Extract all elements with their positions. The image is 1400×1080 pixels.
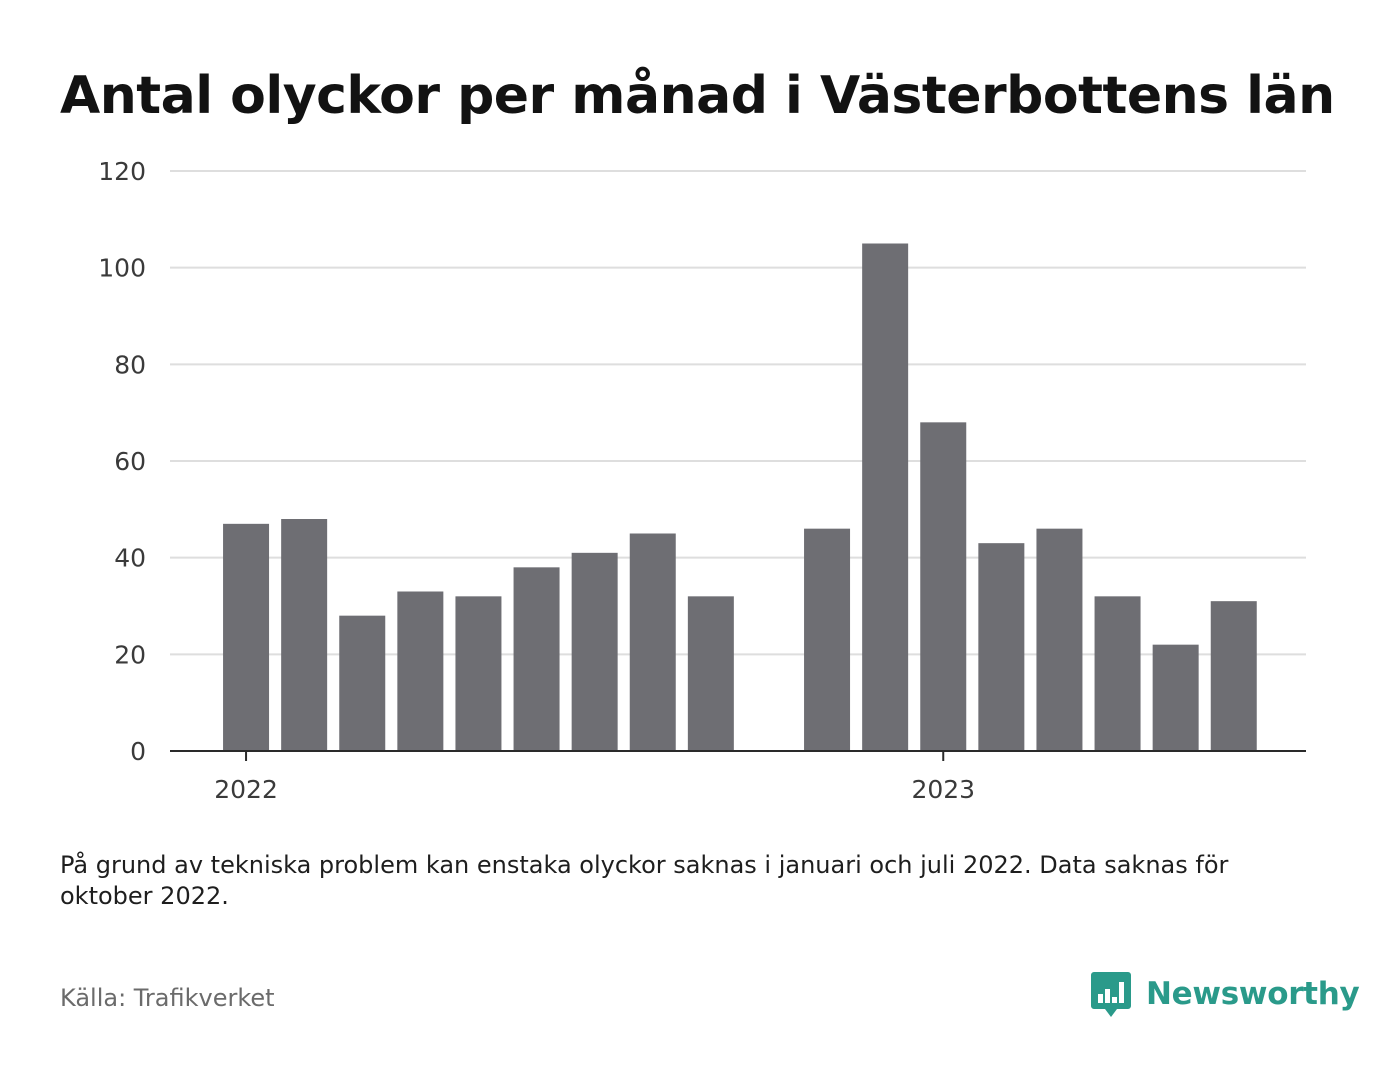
bar: [455, 596, 502, 751]
chart-title: Antal olyckor per månad i Västerbottens …: [60, 66, 1335, 126]
bar: [513, 567, 560, 751]
bar: [223, 523, 270, 751]
bar: [920, 422, 967, 751]
x-tick-label: 2023: [911, 775, 975, 804]
source-label: Källa: Trafikverket: [60, 984, 275, 1012]
bar: [339, 615, 386, 751]
bar: [397, 591, 444, 751]
bar: [629, 533, 676, 751]
y-tick-label: 40: [114, 544, 146, 573]
y-tick-label: 60: [114, 447, 146, 476]
bar: [1094, 596, 1141, 751]
brand-name: Newsworthy: [1146, 976, 1360, 1012]
brand-logo: Newsworthy: [1090, 970, 1360, 1018]
bar: [281, 519, 328, 751]
bar: [1036, 528, 1083, 751]
y-tick-label: 80: [114, 350, 146, 379]
bar: [1152, 644, 1199, 751]
bar: [978, 543, 1025, 751]
y-tick-label: 0: [130, 737, 146, 766]
bar: [862, 243, 909, 751]
x-tick-label: 2022: [214, 775, 278, 804]
chart-note: På grund av tekniska problem kan enstaka…: [60, 851, 1229, 910]
bar: [687, 596, 734, 751]
y-tick-label: 100: [98, 254, 146, 283]
bar-chart: 0 20 40 60 80 100 120 2022 2023: [98, 157, 1306, 804]
y-tick-label: 20: [114, 640, 146, 669]
bar: [804, 528, 851, 751]
bar-chart-speech-bubble-icon: [1091, 972, 1131, 1017]
bar: [571, 552, 618, 751]
bar: [1210, 601, 1257, 751]
y-tick-label: 120: [98, 157, 146, 186]
